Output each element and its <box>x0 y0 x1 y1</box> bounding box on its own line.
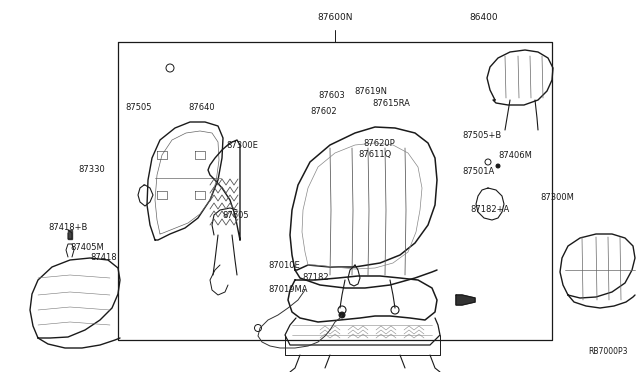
Text: 87605: 87605 <box>222 211 248 219</box>
Text: 87600N: 87600N <box>317 13 353 22</box>
Text: 87603: 87603 <box>318 92 345 100</box>
Text: 87330: 87330 <box>78 166 105 174</box>
Text: 87418: 87418 <box>90 253 116 263</box>
Text: 87418+B: 87418+B <box>48 224 88 232</box>
Text: RB7000P3: RB7000P3 <box>589 347 628 356</box>
Text: 87182: 87182 <box>302 273 328 282</box>
Text: 87640: 87640 <box>188 103 214 112</box>
Text: 87505+B: 87505+B <box>462 131 501 140</box>
Text: 86400: 86400 <box>470 13 499 22</box>
Text: 87615RA: 87615RA <box>372 99 410 109</box>
Text: 87010E: 87010E <box>268 260 300 269</box>
Text: 87019MA: 87019MA <box>268 285 307 295</box>
Text: 87300E: 87300E <box>226 141 258 150</box>
Text: 87611Q: 87611Q <box>358 151 391 160</box>
Text: 87501A: 87501A <box>462 167 494 176</box>
Text: 87182+A: 87182+A <box>470 205 509 215</box>
Text: 87300M: 87300M <box>540 193 574 202</box>
Text: 87505: 87505 <box>125 103 152 112</box>
Circle shape <box>339 312 345 318</box>
Polygon shape <box>68 230 72 239</box>
Text: 87405M: 87405M <box>70 244 104 253</box>
Polygon shape <box>456 295 475 305</box>
Text: 87619N: 87619N <box>354 87 387 96</box>
Text: 87602: 87602 <box>310 108 337 116</box>
Text: 87620P: 87620P <box>363 138 395 148</box>
Circle shape <box>496 164 500 168</box>
Text: 87406M: 87406M <box>498 151 532 160</box>
